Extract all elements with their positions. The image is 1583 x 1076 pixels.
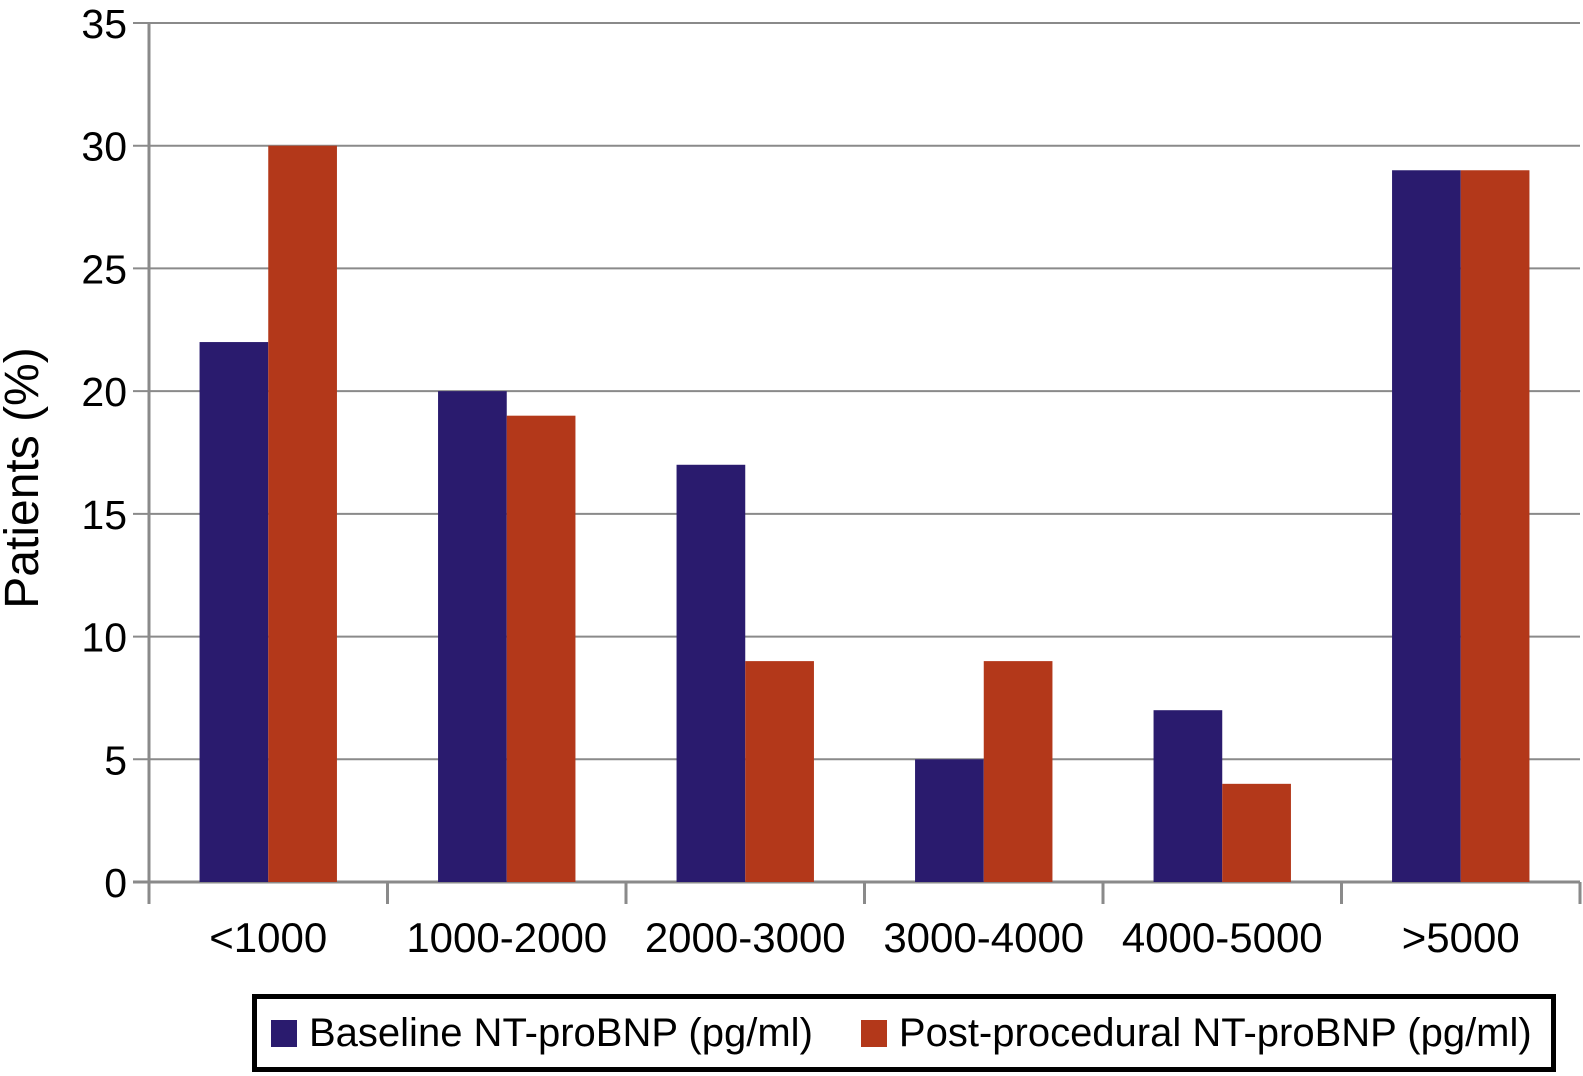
bar — [745, 661, 814, 882]
bar-chart: 0 5 10 15 20 25 30 35 <1000 1000-2000 2000-3000 300… — [0, 1, 1582, 961]
y-tick-label: 20 — [81, 369, 127, 415]
y-tick-label: 30 — [81, 124, 127, 170]
bar — [268, 145, 337, 882]
bar — [983, 661, 1053, 882]
legend-item: Baseline NT-proBNP (pg/ml) — [271, 1013, 813, 1053]
x-category-label: 1000-2000 — [406, 914, 607, 961]
x-category-label: 2000-3000 — [645, 914, 846, 961]
legend-swatch-baseline — [271, 1019, 297, 1047]
legend-label: Baseline NT-proBNP (pg/ml) — [309, 1011, 813, 1055]
legend-label: Post-procedural NT-proBNP (pg/ml) — [898, 1011, 1532, 1055]
x-category-label: >5000 — [1402, 914, 1520, 961]
bar — [438, 391, 507, 882]
y-tick-label: 5 — [104, 737, 127, 783]
y-tick-label: 35 — [81, 1, 127, 47]
bar — [1392, 170, 1461, 882]
y-tick-label: 0 — [104, 860, 127, 906]
bar — [506, 415, 576, 882]
bar — [1222, 783, 1291, 882]
x-category-label: 3000-4000 — [883, 914, 1084, 961]
x-category-label: 4000-5000 — [1122, 914, 1323, 961]
bar — [915, 759, 984, 882]
legend-item: Post-procedural NT-proBNP (pg/ml) — [860, 1011, 1532, 1055]
y-tick-label: 10 — [81, 615, 127, 661]
y-tick-label: 25 — [81, 246, 127, 292]
bar — [1460, 170, 1530, 882]
bar — [676, 464, 746, 882]
x-category-label: <1000 — [209, 914, 327, 961]
legend-swatch-post-procedural — [860, 1019, 887, 1047]
y-axis-title: Patients (%) — [0, 347, 49, 608]
y-tick-label: 15 — [81, 492, 127, 538]
chart-legend: Baseline NT-proBNP (pg/ml) Post-procedura… — [252, 994, 1556, 1072]
bar — [1153, 710, 1223, 882]
bar — [199, 342, 269, 882]
